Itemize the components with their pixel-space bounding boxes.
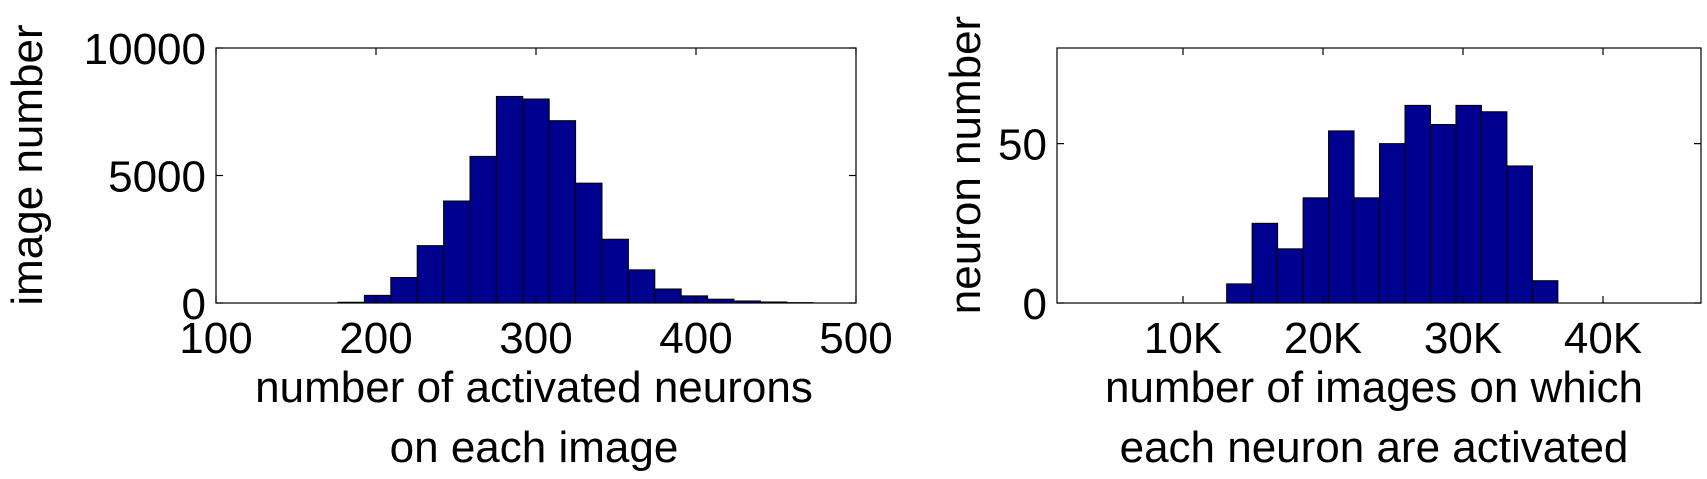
y-tick-label: 0: [182, 280, 206, 329]
histogram-bar: [680, 295, 709, 304]
histogram-bar: [1455, 104, 1482, 304]
x-tick-label: 400: [659, 314, 732, 363]
histogram-bar: [1531, 280, 1559, 304]
x-tick-label: 200: [339, 314, 412, 363]
histogram-bar: [707, 298, 735, 304]
ticks: 10K 20K 30K 40K 0 50: [998, 48, 1701, 363]
histogram-bar: [1251, 222, 1279, 304]
histogram-bar: [1506, 165, 1533, 304]
x-axis-label-line-2: on each image: [390, 423, 679, 472]
histogram-bar: [469, 155, 497, 304]
histogram-bar: [1328, 130, 1355, 304]
bars: [337, 95, 814, 304]
y-axis-label: image number: [3, 24, 52, 305]
histogram-bar: [1480, 111, 1508, 304]
histogram-bar: [1379, 143, 1406, 304]
y-axis-label: neuron number: [941, 16, 990, 314]
x-axis-label-line-2: each neuron are activated: [1120, 423, 1629, 472]
histogram-bar: [1353, 197, 1381, 304]
histogram-bar: [548, 120, 577, 304]
histogram-bar: [522, 98, 550, 304]
histogram-bar: [1404, 104, 1431, 304]
x-axis-label-line-1: number of activated neurons: [255, 363, 813, 412]
x-tick-label: 40K: [1564, 314, 1642, 363]
bars: [1226, 104, 1559, 304]
histogram-bar: [1429, 124, 1457, 304]
y-tick-label: 10000: [84, 25, 206, 74]
histogram-bar: [337, 301, 365, 304]
x-tick-label: 10K: [1144, 314, 1222, 363]
x-tick-label: 500: [819, 314, 892, 363]
histogram-bar: [443, 200, 471, 304]
histogram-bar: [654, 288, 682, 304]
histogram-bar: [363, 294, 392, 304]
histogram-bar: [1226, 283, 1253, 304]
histogram-bar: [495, 95, 524, 304]
y-tick-label: 0: [1023, 280, 1047, 329]
x-tick-label: 20K: [1284, 314, 1362, 363]
y-tick-label: 5000: [108, 153, 206, 202]
histogram-bar: [733, 300, 761, 304]
x-tick-label: 100: [179, 314, 252, 363]
histogram-bar: [1277, 248, 1304, 304]
x-tick-label: 300: [499, 314, 572, 363]
histogram-bar: [601, 238, 629, 304]
histogram-bar: [575, 182, 603, 304]
x-axis-label-line-1: number of images on which: [1105, 363, 1643, 412]
histogram-bar: [390, 277, 418, 304]
histogram-bar: [627, 269, 656, 304]
histogram-bar: [1302, 197, 1330, 304]
histogram-bar: [759, 301, 788, 304]
histogram-bar: [416, 245, 445, 304]
y-tick-label: 50: [998, 121, 1047, 170]
x-tick-label: 30K: [1424, 314, 1502, 363]
histogram-images-per-neuron: 10K 20K 30K 40K 0 50 neuron number number of …: [941, 16, 1702, 472]
